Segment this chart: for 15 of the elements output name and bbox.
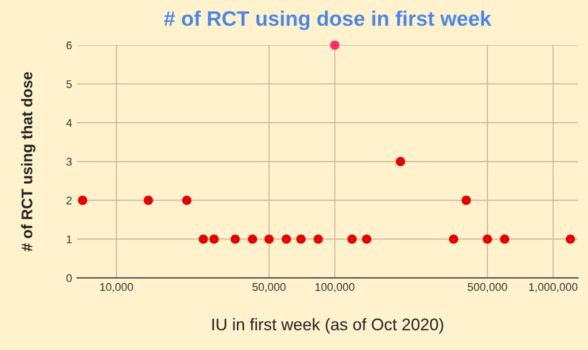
chart-title: # of RCT using dose in first week [164, 10, 492, 30]
y-tick-label: 6 [66, 41, 72, 50]
y-axis-title: # of RCT using that dose [21, 72, 36, 252]
x-axis-title: IU in first week (as of Oct 2020) [212, 318, 444, 334]
y-tick-label: 0 [66, 274, 72, 282]
x-tick-label: 100,000 [316, 283, 354, 292]
x-tick-label: 10,000 [100, 283, 133, 292]
y-tick-label: 5 [66, 80, 72, 88]
x-tick-label: 500,000 [468, 283, 508, 292]
x-tick-label: 50,000 [252, 283, 286, 292]
y-tick-label: 4 [66, 119, 72, 127]
x-tick-label: 1,000,000 [529, 283, 578, 292]
y-tick-label: 2 [66, 196, 72, 204]
y-tick-label: 3 [66, 158, 72, 166]
y-tick-label: 1 [66, 235, 72, 244]
